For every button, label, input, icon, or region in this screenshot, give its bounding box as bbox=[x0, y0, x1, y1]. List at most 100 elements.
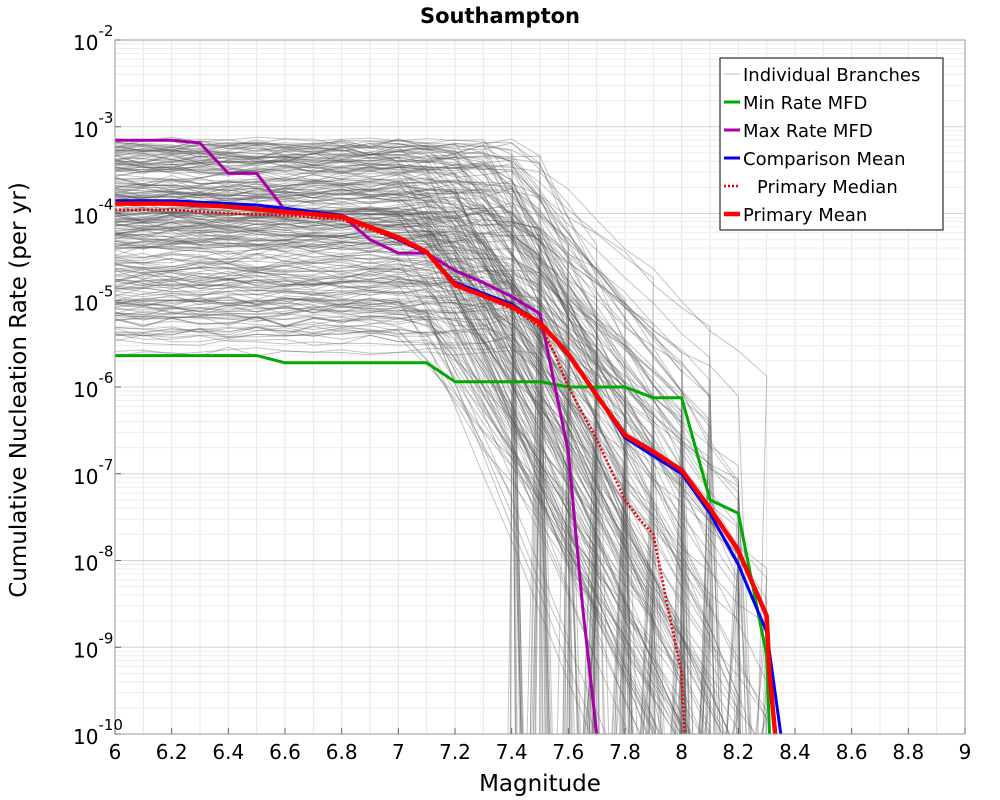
branch-line bbox=[115, 316, 690, 734]
branch-line bbox=[115, 177, 662, 734]
x-tick-label: 7 bbox=[392, 740, 405, 764]
y-tick-label: 10-10 bbox=[73, 716, 123, 749]
branch-line bbox=[115, 148, 681, 734]
branch-line bbox=[115, 304, 598, 734]
branch-line bbox=[115, 241, 598, 734]
chart-title: Southampton bbox=[420, 4, 580, 28]
x-tick-label: 9 bbox=[959, 740, 972, 764]
branch-line bbox=[115, 259, 688, 734]
branch-line bbox=[115, 316, 598, 734]
x-tick-label: 8 bbox=[675, 740, 688, 764]
branch-line bbox=[115, 187, 648, 734]
branch-line bbox=[115, 297, 513, 734]
branch-line bbox=[115, 154, 598, 734]
branch-line bbox=[115, 147, 768, 734]
branch-line bbox=[115, 254, 654, 734]
branch-line bbox=[115, 177, 739, 734]
branch-line bbox=[115, 306, 598, 734]
branch-line bbox=[115, 306, 702, 734]
branch-line bbox=[115, 295, 687, 734]
branch-line bbox=[115, 170, 513, 734]
branch-line bbox=[115, 294, 677, 734]
branch-line bbox=[115, 214, 654, 734]
branch-line bbox=[115, 250, 598, 734]
branch-line bbox=[115, 162, 662, 734]
x-tick-label: 8.6 bbox=[836, 740, 868, 764]
branch-line bbox=[115, 230, 686, 734]
branch-line bbox=[115, 186, 550, 734]
branch-line bbox=[115, 234, 741, 734]
branch-line bbox=[115, 158, 687, 734]
branch-line bbox=[115, 346, 739, 734]
branch-line bbox=[115, 152, 626, 734]
branch-line bbox=[115, 159, 522, 734]
branch-line bbox=[115, 218, 626, 734]
branch-line bbox=[115, 192, 626, 734]
branch-line bbox=[115, 274, 516, 734]
branch-line bbox=[115, 333, 731, 734]
branch-line bbox=[115, 209, 641, 734]
legend-box bbox=[719, 57, 944, 231]
branch-line bbox=[115, 185, 598, 734]
branch-line bbox=[115, 267, 571, 734]
branch-line bbox=[115, 179, 690, 734]
branch-line bbox=[115, 298, 711, 734]
branch-line bbox=[115, 266, 550, 734]
branch-line bbox=[115, 242, 739, 734]
branch-line bbox=[115, 222, 631, 734]
branch-line bbox=[115, 202, 541, 734]
branch-line bbox=[115, 151, 724, 734]
branch-line bbox=[115, 206, 631, 734]
x-tick-label: 6.2 bbox=[156, 740, 188, 764]
series-lines bbox=[115, 138, 783, 734]
branch-line bbox=[115, 210, 711, 734]
branch-line bbox=[115, 254, 626, 734]
branch-line bbox=[115, 217, 740, 734]
branch-line bbox=[115, 317, 543, 734]
series-line-primary-mean bbox=[115, 201, 778, 734]
branch-line bbox=[115, 213, 546, 734]
y-tick-label: 10-3 bbox=[73, 109, 113, 142]
branch-line bbox=[115, 207, 683, 734]
branch-line bbox=[115, 286, 768, 734]
legend-label: Primary Median bbox=[757, 177, 898, 198]
legend-label: Primary Mean bbox=[743, 205, 867, 226]
branch-line bbox=[115, 208, 656, 734]
branch-line bbox=[115, 233, 604, 734]
branch-line bbox=[115, 151, 569, 734]
branch-line bbox=[115, 305, 633, 734]
branch-line bbox=[115, 184, 686, 734]
branch-line bbox=[115, 146, 610, 734]
branch-line bbox=[115, 187, 665, 734]
branch-line bbox=[115, 302, 599, 734]
x-tick-label: 7.6 bbox=[552, 740, 584, 764]
branch-line bbox=[115, 270, 578, 734]
branch-line bbox=[115, 333, 598, 734]
branch-line bbox=[115, 196, 660, 734]
x-axis-label: Magnitude bbox=[479, 771, 601, 797]
branch-line bbox=[115, 141, 711, 734]
branch-line bbox=[115, 312, 626, 734]
branch-line bbox=[115, 187, 541, 734]
y-axis-label: Cumulative Nucleation Rate (per yr) bbox=[6, 182, 32, 598]
branch-line bbox=[115, 209, 739, 734]
series-line-max-rate-mfd bbox=[115, 138, 599, 734]
branch-line bbox=[115, 150, 598, 734]
branch-line bbox=[115, 187, 711, 734]
branch-line bbox=[115, 158, 694, 734]
branch-line bbox=[115, 260, 549, 734]
branch-line bbox=[115, 196, 683, 734]
branch-line bbox=[115, 205, 517, 734]
x-tick-label: 8.8 bbox=[892, 740, 924, 764]
branch-line bbox=[115, 188, 542, 734]
branch-line bbox=[115, 193, 626, 734]
branch-line bbox=[115, 296, 598, 734]
branch-line bbox=[115, 233, 686, 734]
y-tick-label: 10-6 bbox=[73, 369, 113, 402]
branch-line bbox=[115, 266, 750, 734]
branch-line bbox=[115, 238, 631, 734]
branch-line bbox=[115, 210, 687, 734]
x-tick-label: 7.4 bbox=[496, 740, 528, 764]
branch-line bbox=[115, 304, 711, 734]
branch-line bbox=[115, 266, 711, 734]
